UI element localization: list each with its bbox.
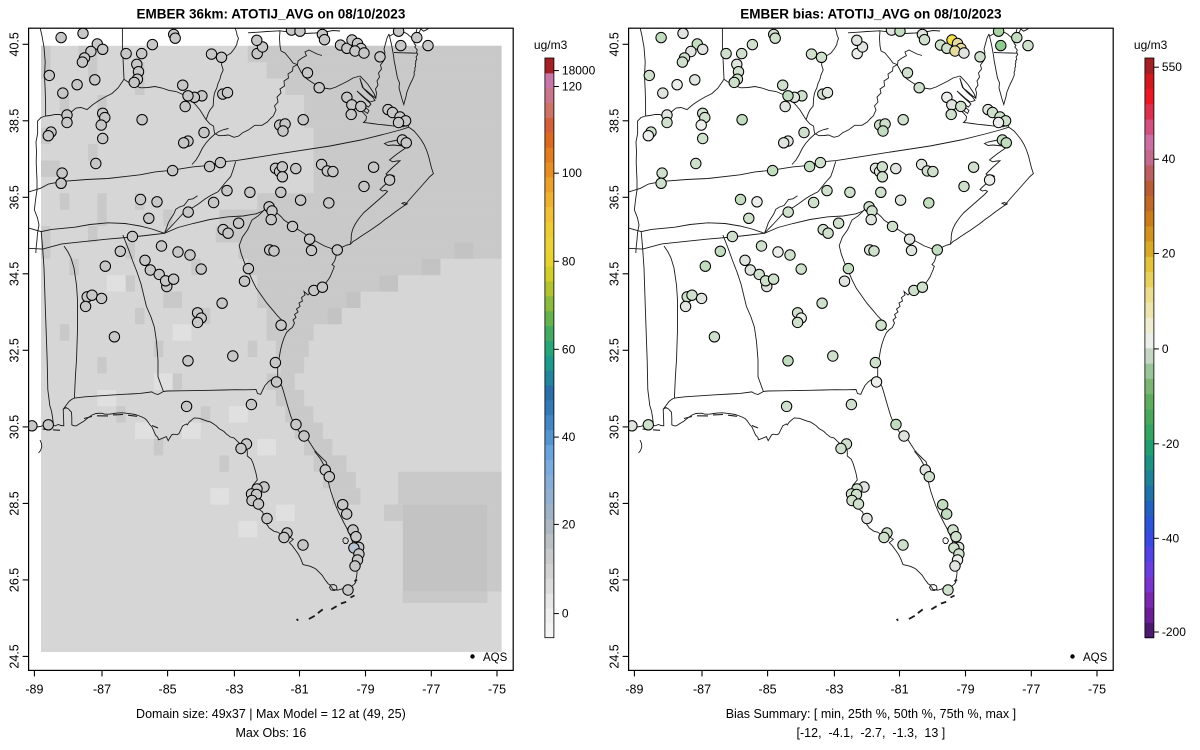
svg-text:26.5: 26.5 — [8, 568, 22, 592]
svg-text:34.5: 34.5 — [8, 262, 22, 286]
svg-text:-79: -79 — [956, 682, 974, 696]
svg-text:20: 20 — [1162, 247, 1176, 261]
svg-text:ug/m3: ug/m3 — [1134, 38, 1168, 52]
svg-text:20: 20 — [562, 517, 576, 531]
svg-text:Domain size: 49x37 | Max Model: Domain size: 49x37 | Max Model = 12 at (… — [136, 707, 406, 721]
svg-text:40.5: 40.5 — [8, 32, 22, 56]
svg-text:-77: -77 — [1022, 682, 1040, 696]
svg-text:ug/m3: ug/m3 — [534, 38, 568, 52]
svg-text:EMBER 36km: ATOTIJ_AVG on 08/1: EMBER 36km: ATOTIJ_AVG on 08/10/2023 — [136, 7, 405, 22]
svg-text:32.5: 32.5 — [608, 338, 622, 362]
svg-text:40: 40 — [1162, 152, 1176, 166]
svg-text:40.5: 40.5 — [608, 32, 622, 56]
svg-text:0: 0 — [1162, 342, 1169, 356]
svg-text:-79: -79 — [356, 682, 374, 696]
svg-text:38.5: 38.5 — [608, 109, 622, 133]
svg-text:Bias Summary: [ min, 25th %, 5: Bias Summary: [ min, 25th %, 50th %, 75t… — [726, 707, 1016, 721]
svg-text:-85: -85 — [159, 682, 177, 696]
svg-text:80: 80 — [562, 254, 576, 268]
svg-text:-81: -81 — [290, 682, 308, 696]
svg-text:60: 60 — [562, 342, 576, 356]
svg-text:30.5: 30.5 — [8, 415, 22, 439]
svg-text:-83: -83 — [825, 682, 843, 696]
svg-text:100: 100 — [562, 166, 582, 180]
svg-text:-75: -75 — [488, 682, 506, 696]
svg-text:-87: -87 — [93, 682, 111, 696]
svg-text:550: 550 — [1162, 60, 1182, 74]
svg-text:-81: -81 — [890, 682, 908, 696]
svg-text:-20: -20 — [1162, 437, 1180, 451]
svg-text:-75: -75 — [1088, 682, 1106, 696]
svg-text:AQS: AQS — [483, 652, 508, 664]
svg-text:-77: -77 — [422, 682, 440, 696]
svg-text:-85: -85 — [759, 682, 777, 696]
svg-text:-200: -200 — [1162, 625, 1186, 639]
svg-text:18000: 18000 — [562, 64, 596, 78]
svg-text:-40: -40 — [1162, 531, 1180, 545]
svg-text:24.5: 24.5 — [8, 644, 22, 668]
svg-text:36.5: 36.5 — [608, 185, 622, 209]
svg-text:36.5: 36.5 — [8, 185, 22, 209]
svg-text:28.5: 28.5 — [8, 491, 22, 515]
svg-text:38.5: 38.5 — [8, 109, 22, 133]
svg-text:-89: -89 — [25, 682, 43, 696]
svg-text:34.5: 34.5 — [608, 262, 622, 286]
svg-text:0: 0 — [562, 607, 569, 621]
svg-text:-83: -83 — [225, 682, 243, 696]
svg-text:30.5: 30.5 — [608, 415, 622, 439]
svg-text:-87: -87 — [693, 682, 711, 696]
svg-text:AQS: AQS — [1083, 652, 1108, 664]
svg-text:EMBER bias: ATOTIJ_AVG on 08/1: EMBER bias: ATOTIJ_AVG on 08/10/2023 — [740, 7, 1002, 22]
svg-text:24.5: 24.5 — [608, 644, 622, 668]
svg-text:28.5: 28.5 — [608, 491, 622, 515]
svg-text:Max Obs: 16: Max Obs: 16 — [235, 726, 306, 740]
svg-text:120: 120 — [562, 80, 582, 94]
svg-text:40: 40 — [562, 430, 576, 444]
svg-text:-89: -89 — [625, 682, 643, 696]
svg-text:26.5: 26.5 — [608, 568, 622, 592]
svg-text:32.5: 32.5 — [8, 338, 22, 362]
svg-text:[-12, -4.1, -2.7, -1.3, 13: [-12, -4.1, -2.7, -1.3, 13 ] — [797, 726, 946, 740]
